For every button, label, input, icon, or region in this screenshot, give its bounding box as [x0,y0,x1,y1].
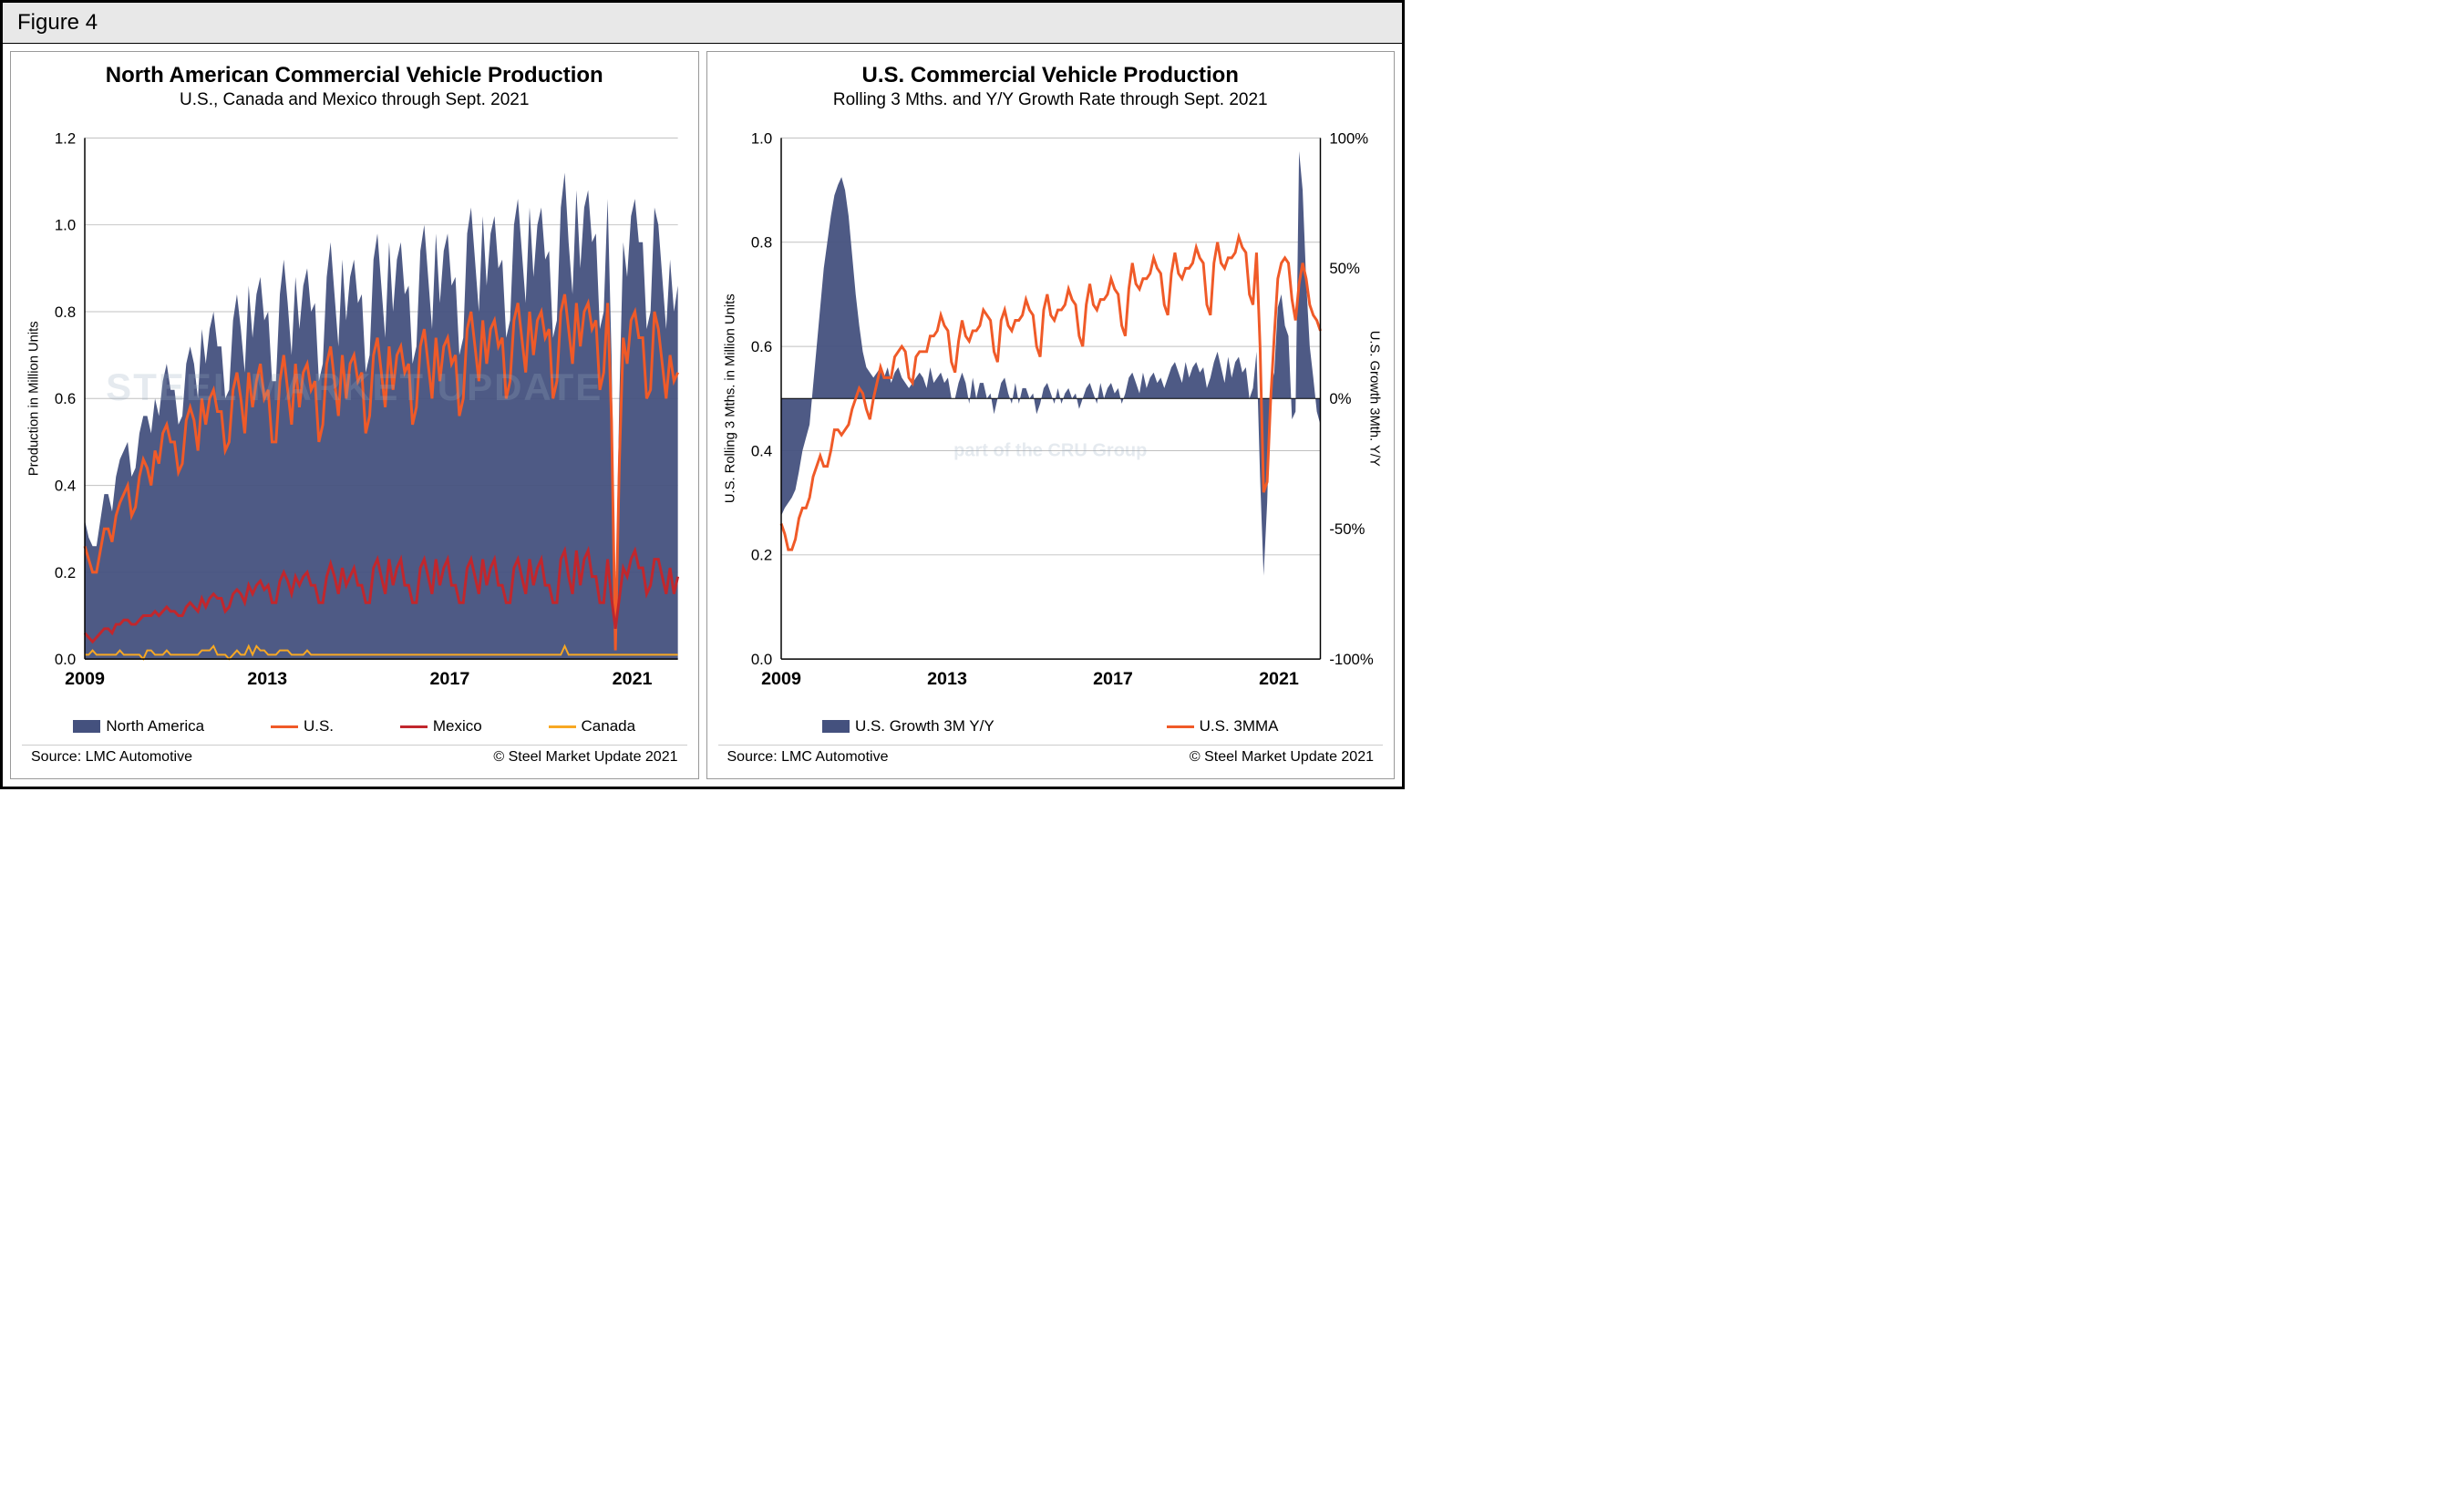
legend-item: Canada [549,717,636,735]
left-chart-copyright: © Steel Market Update 2021 [493,749,677,766]
legend-swatch [549,725,576,728]
legend-item: U.S. Growth 3M Y/Y [822,717,994,735]
right-chart-panel: U.S. Commercial Vehicle Production Rolli… [706,51,1396,779]
svg-text:0.4: 0.4 [750,442,771,459]
right-chart-body: part of the CRU Group 0.00.20.40.60.81.0… [718,125,1384,708]
legend-label: North America [106,717,204,735]
left-chart-source: Source: LMC Automotive [31,749,192,766]
svg-text:1.2: 1.2 [55,129,76,147]
right-chart-svg: 0.0 0.2 0.4 0.6 0.8 1.0 -100% -50% 0% 50% 100% 2009… [718,125,1384,708]
svg-text:0.8: 0.8 [55,303,76,321]
left-chart-legend: North America U.S. Mexico Canada [22,708,687,745]
legend-item: Mexico [400,717,482,735]
figure-container: Figure 4 North American Commercial Vehic… [0,0,1405,789]
svg-text:2013: 2013 [247,669,287,689]
svg-text:0.8: 0.8 [750,234,771,252]
svg-text:2017: 2017 [429,669,469,689]
svg-text:0.4: 0.4 [55,477,76,494]
svg-text:2009: 2009 [65,669,105,689]
legend-label: Canada [582,717,636,735]
svg-text:-100%: -100% [1329,651,1374,668]
legend-item: U.S. 3MMA [1167,717,1279,735]
right-chart-source: Source: LMC Automotive [727,749,889,766]
svg-text:50%: 50% [1329,260,1360,277]
legend-swatch [73,720,100,733]
svg-text:1.0: 1.0 [55,217,76,234]
legend-item: U.S. [271,717,334,735]
svg-text:-50%: -50% [1329,520,1365,538]
left-chart-subtitle: U.S., Canada and Mexico through Sept. 20… [22,90,687,110]
legend-label: Mexico [433,717,482,735]
legend-item: North America [73,717,204,735]
left-chart-title: North American Commercial Vehicle Produc… [22,63,687,88]
svg-text:0.0: 0.0 [55,651,76,668]
svg-text:U.S. Growth 3Mth. Y/Y: U.S. Growth 3Mth. Y/Y [1366,331,1381,467]
svg-text:U.S. Rolling 3 Mths. in Millio: U.S. Rolling 3 Mths. in Million Units [723,293,737,503]
legend-label: U.S. 3MMA [1200,717,1279,735]
svg-text:0.6: 0.6 [750,338,771,355]
legend-label: U.S. Growth 3M Y/Y [855,717,994,735]
svg-text:0.6: 0.6 [55,390,76,407]
svg-text:2013: 2013 [927,669,967,689]
svg-text:2009: 2009 [761,669,801,689]
figure-label: Figure 4 [3,3,1402,44]
right-chart-copyright: © Steel Market Update 2021 [1190,749,1374,766]
left-chart-footer: Source: LMC Automotive © Steel Market Up… [22,745,687,767]
right-chart-subtitle: Rolling 3 Mths. and Y/Y Growth Rate thro… [718,90,1384,110]
legend-swatch [822,720,850,733]
svg-text:0.2: 0.2 [55,564,76,581]
right-chart-footer: Source: LMC Automotive © Steel Market Up… [718,745,1384,767]
left-chart-body: STEEL MARKET UPDATE 0.00.20.40.60.81.01.… [22,125,687,708]
svg-text:0.2: 0.2 [750,547,771,564]
legend-swatch [1167,725,1194,728]
svg-text:0%: 0% [1329,390,1351,407]
svg-text:100%: 100% [1329,129,1368,147]
legend-swatch [400,725,428,728]
svg-text:2021: 2021 [613,669,653,689]
svg-text:0.0: 0.0 [750,651,771,668]
left-chart-panel: North American Commercial Vehicle Produc… [10,51,699,779]
legend-swatch [271,725,298,728]
svg-text:1.0: 1.0 [750,129,771,147]
left-chart-svg: 0.0 0.2 0.4 0.6 0.8 1.0 1.2 2009 2013 2017 2021 Pro… [22,125,687,708]
legend-label: U.S. [304,717,334,735]
right-chart-title: U.S. Commercial Vehicle Production [718,63,1384,88]
svg-text:2021: 2021 [1259,669,1299,689]
svg-text:2017: 2017 [1093,669,1133,689]
right-chart-legend: U.S. Growth 3M Y/Y U.S. 3MMA [718,708,1384,745]
svg-text:Production in Million Units: Production in Million Units [27,321,42,476]
charts-row: North American Commercial Vehicle Produc… [3,44,1402,787]
